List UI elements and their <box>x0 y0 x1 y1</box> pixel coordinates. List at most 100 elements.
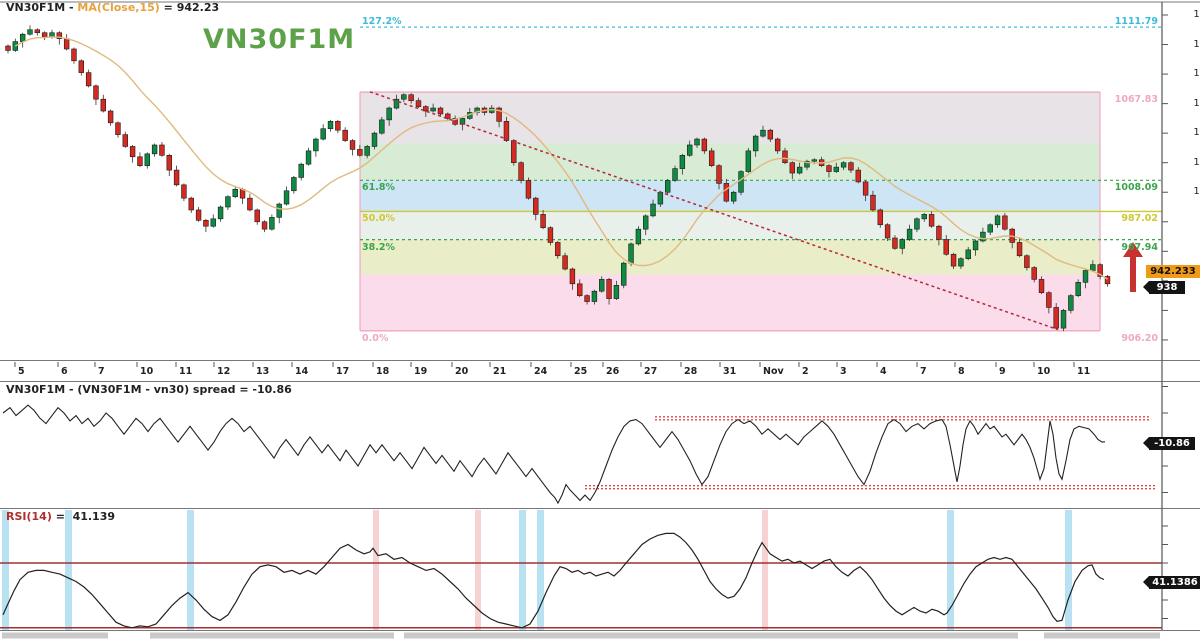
date-label: 8 <box>958 366 965 377</box>
rsi-signal-stripe-pink <box>475 510 481 631</box>
spread-axis-label: -30 <box>1172 487 1200 498</box>
rsi-signal-stripe-blue <box>519 510 526 631</box>
candle <box>320 128 326 140</box>
candle <box>972 240 979 251</box>
candle <box>862 181 869 196</box>
candle <box>357 149 363 156</box>
candle <box>364 146 370 156</box>
candle <box>63 38 70 50</box>
candle <box>1104 276 1111 285</box>
candle <box>137 156 143 166</box>
date-label: 12 <box>217 366 231 377</box>
candle <box>1090 264 1096 271</box>
candle <box>826 165 832 172</box>
candle <box>525 180 532 199</box>
candle <box>27 29 33 35</box>
date-label: 26 <box>606 366 620 377</box>
candle <box>19 33 26 42</box>
date-label: Nov <box>763 366 784 377</box>
candle <box>547 227 554 243</box>
candle <box>342 129 348 141</box>
candle <box>657 191 664 205</box>
candle <box>591 290 598 302</box>
rsi-axis-label: 70 <box>1172 520 1200 531</box>
fib-price-label: 967.94 <box>1121 241 1158 253</box>
rsi-indicator-label: RSI(14) <box>6 510 52 523</box>
range-scrollbar-segment[interactable] <box>2 632 108 639</box>
candle <box>437 107 444 115</box>
candle <box>78 60 85 73</box>
candle <box>613 284 620 299</box>
candle <box>921 214 927 220</box>
candle <box>41 32 48 38</box>
candle <box>254 209 260 223</box>
candle <box>496 107 502 122</box>
candle <box>313 138 319 152</box>
candle <box>833 166 839 172</box>
candle <box>210 218 216 227</box>
fib-price-label: 1008.09 <box>1114 182 1158 194</box>
fib-band <box>360 180 1100 212</box>
candle <box>115 122 121 135</box>
range-scrollbar-segment[interactable] <box>404 632 1018 639</box>
spread-axis-label: 0 <box>1172 407 1200 418</box>
date-label: 18 <box>376 366 390 377</box>
y-axis-label: 1,000 <box>1193 186 1200 198</box>
candle <box>980 231 986 242</box>
candle <box>540 214 546 228</box>
date-label: 14 <box>295 366 309 377</box>
candle <box>533 197 539 215</box>
date-label: 6 <box>61 366 68 377</box>
candle <box>811 159 818 162</box>
date-label: 21 <box>493 366 507 377</box>
candle <box>584 295 590 302</box>
rsi-panel-title: RSI(14) = 41.139 <box>6 510 115 523</box>
candle <box>994 215 1001 226</box>
candle <box>738 171 744 193</box>
date-label: 27 <box>644 366 658 377</box>
candle <box>423 106 429 112</box>
candle <box>621 262 627 286</box>
date-label: 3 <box>840 366 847 377</box>
candle <box>371 132 378 147</box>
candle <box>855 169 861 183</box>
candle <box>672 168 678 181</box>
fib-price-label: 906.20 <box>1121 332 1158 344</box>
candle <box>129 146 136 158</box>
fib-percent-label: 38.2% <box>362 241 395 253</box>
candle <box>899 239 905 249</box>
candle <box>936 225 942 240</box>
candle <box>708 150 715 166</box>
y-axis-label: 1,020 <box>1193 156 1200 168</box>
candle <box>379 119 385 134</box>
candle <box>1038 279 1045 293</box>
range-scrollbar-segment[interactable] <box>1044 632 1160 639</box>
candle <box>401 94 407 100</box>
candle <box>203 220 209 227</box>
candle <box>577 283 583 296</box>
candle <box>796 166 803 174</box>
date-label: 20 <box>455 366 469 377</box>
rsi-value-label: = 41.139 <box>51 510 116 523</box>
rsi-line <box>2 532 1105 629</box>
candle <box>503 121 510 141</box>
candle <box>701 138 708 152</box>
candle <box>606 279 612 299</box>
date-label: 7 <box>98 366 105 377</box>
candle <box>1046 292 1052 308</box>
candle <box>848 162 854 171</box>
range-scrollbar-segment[interactable] <box>150 632 394 639</box>
downtrend-line <box>369 91 1059 331</box>
date-label: 17 <box>336 366 350 377</box>
fib-price-label: 987.02 <box>1121 213 1158 225</box>
candle <box>774 138 781 152</box>
candle <box>1068 295 1074 311</box>
candle <box>518 162 524 181</box>
up-arrow-stem <box>1130 256 1136 292</box>
candle <box>408 94 414 101</box>
candle <box>950 253 957 267</box>
candle <box>958 258 964 267</box>
candle <box>93 85 99 100</box>
candle <box>1024 255 1030 268</box>
